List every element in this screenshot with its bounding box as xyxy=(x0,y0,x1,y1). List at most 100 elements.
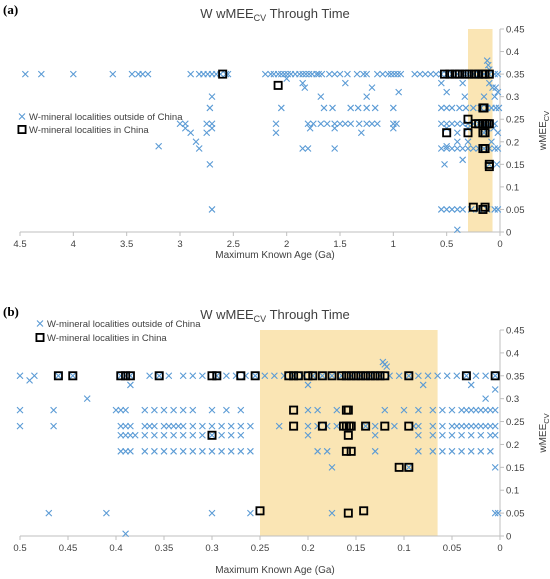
panel-a-point-outside-china xyxy=(389,124,397,132)
panel-a-point-outside-china xyxy=(432,70,440,78)
panel-b-point-outside-china xyxy=(247,509,254,517)
panel-a-x-tick-label: 3 xyxy=(177,239,182,250)
panel-a-point-outside-china xyxy=(299,145,307,152)
panel-b-point-outside-china xyxy=(218,422,225,430)
panel-a-point-outside-china xyxy=(391,70,398,78)
panel-a-point-in-china xyxy=(479,103,489,113)
panel-b-point-outside-china xyxy=(429,406,437,414)
panel-b-point-outside-china xyxy=(314,447,321,455)
panel-a-point-outside-china xyxy=(443,88,451,96)
panel-b-point-outside-china xyxy=(333,406,341,414)
panel-b-point-in-china xyxy=(375,371,385,381)
panel-a-point-outside-china xyxy=(331,145,339,152)
panel-a-point-in-china xyxy=(484,69,494,79)
panel-a-point-outside-china xyxy=(277,104,285,112)
panel-a-point-outside-china xyxy=(494,88,502,96)
panel-b-point-outside-china xyxy=(371,431,379,439)
panel-a-point-outside-china xyxy=(437,79,445,87)
panel-a-point-outside-china xyxy=(299,79,307,87)
panel-a-point-outside-china xyxy=(437,145,445,152)
panel-a-point-outside-china xyxy=(453,226,461,234)
panel-b-point-outside-china xyxy=(112,406,120,414)
panel-a-point-outside-china xyxy=(491,206,499,213)
panel-a-point-outside-china xyxy=(443,142,451,150)
panel-b-point-outside-china xyxy=(419,381,427,389)
panel-b-point-outside-china xyxy=(160,422,168,430)
panel-b-point-outside-china xyxy=(304,381,312,389)
panel-b-point-outside-china xyxy=(160,406,168,414)
panel-b-point-in-china xyxy=(356,371,366,381)
panel-b-point-in-china xyxy=(346,446,356,456)
panel-b-point-outside-china xyxy=(16,406,24,414)
panel-b-point-outside-china xyxy=(199,372,206,380)
panel-a-point-outside-china xyxy=(443,104,451,112)
panel-b-point-outside-china xyxy=(213,372,221,380)
panel-b-point-in-china xyxy=(404,421,414,431)
panel-b-point-outside-china xyxy=(247,447,254,455)
panel-b-point-in-china xyxy=(351,371,361,381)
panel-b-point-outside-china xyxy=(304,422,312,430)
panel-b-point-outside-china xyxy=(117,431,125,439)
panel-b-point-outside-china xyxy=(146,422,153,430)
panel-b-point-in-china xyxy=(346,421,356,431)
panel-b-point-outside-china xyxy=(122,406,129,414)
panel-b-point-outside-china xyxy=(170,406,177,414)
panel-a-point-outside-china xyxy=(363,104,371,112)
panel-a-point-outside-china xyxy=(448,206,456,213)
panel-b-point-outside-china xyxy=(122,422,129,430)
panel-b-point-outside-china xyxy=(487,447,494,455)
panel-a-point-outside-china xyxy=(488,138,495,146)
panel-b-point-in-china xyxy=(289,421,299,431)
panel-a-point-outside-china xyxy=(480,93,488,101)
panel-a-point-outside-china xyxy=(464,145,472,152)
panel-b-point-outside-china xyxy=(415,447,422,455)
panel-b-point-outside-china xyxy=(429,422,437,430)
panel-a-point-outside-china xyxy=(494,70,502,78)
panel-a-point-outside-china xyxy=(453,129,461,137)
panel-b-point-outside-china xyxy=(371,422,379,430)
panel-a-point-in-china xyxy=(445,69,455,79)
panel-a-point-outside-china xyxy=(323,120,331,128)
panel-a-point-outside-china xyxy=(464,138,472,146)
panel-a-point-outside-china xyxy=(313,70,320,78)
panel-b-point-outside-china xyxy=(371,447,379,455)
panel-a-y-tick-label: 0.15 xyxy=(506,160,525,171)
panel-b-point-outside-china xyxy=(415,422,422,430)
panel-a-legend-cross-icon xyxy=(18,113,26,120)
panel-b-point-outside-china xyxy=(458,431,465,439)
panel-a-point-outside-china xyxy=(299,70,307,78)
panel-b-point-outside-china xyxy=(448,406,456,414)
panel-a-x-axis-label: Maximum Known Age (Ga) xyxy=(215,250,335,261)
panel-b-point-outside-china xyxy=(491,431,499,439)
panel-b-point-outside-china xyxy=(189,447,197,455)
panel-b-point-outside-china xyxy=(405,372,413,380)
panel-b-legend-label-in: W-mineral localities in China xyxy=(47,333,167,344)
panel-a-point-outside-china xyxy=(203,129,211,137)
panel-b-point-outside-china xyxy=(443,372,451,380)
panel-b-point-outside-china xyxy=(179,447,187,455)
panel-b-point-outside-china xyxy=(237,431,245,439)
panel-b-point-in-china xyxy=(341,371,351,381)
panel-b-point-outside-china xyxy=(199,447,206,455)
panel-a-point-outside-china xyxy=(443,145,451,152)
panel-b-y-tick-label: 0.4 xyxy=(506,348,519,359)
panel-b-point-outside-china xyxy=(333,422,341,430)
panel-b-point-outside-china xyxy=(405,463,413,471)
panel-b-point-outside-china xyxy=(439,447,446,455)
panel-b-point-outside-china xyxy=(275,422,283,430)
panel-a-point-outside-china xyxy=(494,129,502,137)
panel-a-y-tick-label: 0.25 xyxy=(506,115,525,126)
panel-a-x-tick-label: 3.5 xyxy=(120,239,133,250)
panel-b-point-outside-china xyxy=(467,431,475,439)
panel-b-point-outside-china xyxy=(189,406,197,414)
panel-a-point-outside-china xyxy=(283,75,291,83)
panel-b-point-in-china xyxy=(343,430,353,440)
panel-a-point-outside-china xyxy=(448,120,456,128)
panel-b-point-in-china xyxy=(68,371,78,381)
panel-b-point-outside-china xyxy=(415,431,422,439)
panel-a-point-outside-china xyxy=(206,160,214,168)
panel-a-point-in-china xyxy=(468,202,478,212)
panel-a-point-outside-china xyxy=(208,124,216,132)
panel-a-point-outside-china xyxy=(453,206,461,213)
panel-a-point-outside-china xyxy=(272,129,280,137)
